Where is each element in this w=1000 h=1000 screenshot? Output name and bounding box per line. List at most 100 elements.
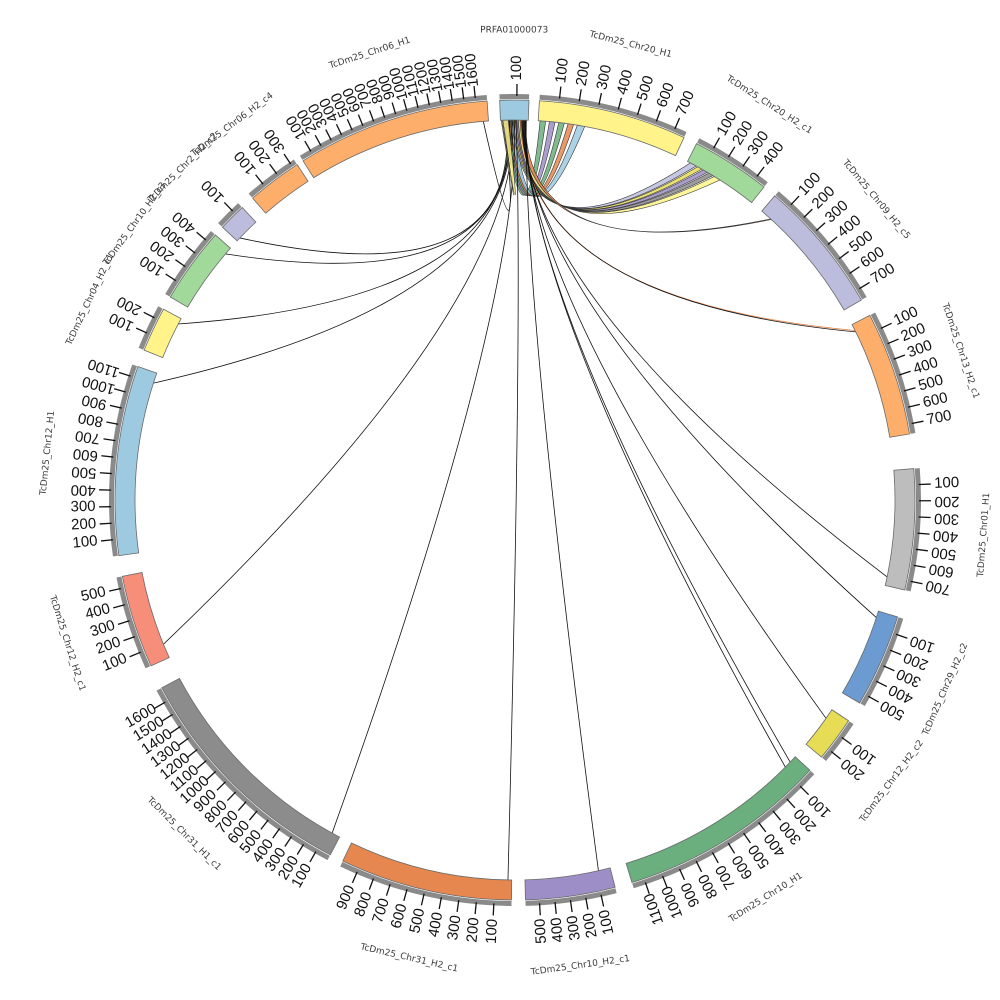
tick-mark — [727, 146, 736, 158]
segment-chr06h1 — [302, 100, 489, 179]
tick-mark — [380, 106, 386, 118]
tick-mark — [695, 860, 703, 873]
tick-label: 200 — [934, 493, 959, 510]
segment-chr31h2c1 — [342, 842, 513, 901]
segment-chr2h2c2 — [221, 206, 257, 242]
segment-chr09h2c5 — [761, 195, 862, 311]
tick-band-chr09h2c5 — [775, 191, 867, 300]
tick-mark — [403, 889, 408, 902]
segment-chr20h1 — [537, 100, 685, 157]
tick-mark — [269, 163, 278, 175]
tick-mark — [106, 421, 119, 425]
tick-label: 700 — [673, 88, 699, 118]
link-line-20 — [331, 119, 516, 834]
tick-band-chr10h2c1 — [525, 888, 617, 906]
tick-band-PRFA01000073 — [499, 94, 530, 100]
tick-mark — [437, 90, 442, 103]
tick-label: 300 — [70, 498, 95, 515]
tick-label: 800 — [77, 409, 105, 430]
tick-label: 300 — [444, 914, 464, 941]
tick-mark — [772, 810, 782, 821]
tick-mark — [585, 897, 589, 910]
tick-label: 300 — [934, 510, 960, 528]
tick-mark — [165, 273, 177, 282]
tick-mark — [402, 99, 408, 111]
tick-band-chr13h2c1 — [870, 312, 916, 434]
tick-band-chr12h2c2 — [822, 721, 854, 761]
tick-mark — [554, 901, 557, 915]
segment-label-chr31h2c1: TcDm25_Chr31_H2_c1 — [358, 942, 459, 974]
tick-mark — [908, 403, 921, 408]
tick-label: 400 — [911, 354, 940, 378]
segment-chr12h1 — [114, 365, 158, 557]
tick-mark — [304, 140, 312, 152]
tick-mark — [492, 903, 495, 916]
tick-mark — [368, 878, 375, 890]
segment-chr29h2c2 — [841, 610, 899, 704]
tick-mark — [913, 564, 926, 568]
tick-mark — [662, 875, 668, 888]
segment-label-chr20h1: TcDm25_Chr20_H1 — [587, 29, 673, 60]
tick-label: 400 — [932, 527, 958, 546]
tick-mark — [438, 897, 443, 910]
tick-band-chr12h2c1 — [116, 576, 151, 669]
tick-mark — [113, 388, 126, 393]
tick-label: 600 — [388, 902, 411, 931]
tick-mark — [117, 620, 130, 625]
segment-chr10h2c3 — [169, 234, 231, 308]
tick-mark — [154, 701, 166, 709]
tick-mark — [815, 222, 826, 232]
tick-mark — [223, 201, 234, 212]
tick-mark — [911, 420, 924, 425]
tick-label: 300 — [564, 914, 584, 941]
segment-chr04h2c1 — [143, 308, 182, 359]
tick-label: 400 — [425, 911, 446, 939]
link-line-21 — [163, 119, 514, 645]
tick-label: 700 — [924, 577, 952, 599]
segment-label-chr12h2c1: TcDm25_Chr12_H2_c1 — [47, 593, 87, 692]
segment-PRFA01000073 — [499, 99, 530, 121]
link-line-23 — [178, 120, 511, 325]
tick-mark — [803, 208, 813, 218]
tick-mark — [426, 93, 431, 106]
tick-mark — [461, 87, 465, 100]
tick-mark — [636, 103, 642, 116]
tick-label: 1600 — [462, 53, 482, 88]
segments-layer — [109, 94, 921, 906]
tick-mark — [598, 92, 603, 105]
tick-mark — [838, 251, 850, 260]
tick-label: 500 — [930, 543, 957, 563]
tick-mark — [100, 539, 114, 542]
tick-mark — [915, 548, 928, 552]
tick-label: 300 — [593, 63, 615, 91]
tick-mark — [113, 604, 125, 609]
segment-chr12h2c2 — [805, 709, 850, 758]
segment-label-PRFA01000073: PRFA01000073 — [480, 25, 548, 35]
link-line-22 — [153, 119, 512, 384]
link-line-17 — [525, 120, 786, 768]
tick-mark — [456, 899, 460, 913]
tick-label: 1200 — [411, 60, 435, 96]
tick-label: 200 — [463, 917, 482, 944]
tick-mark — [108, 587, 121, 592]
tick-mark — [255, 174, 264, 185]
tick-label: 400 — [548, 917, 567, 944]
tick-mark — [858, 281, 870, 290]
tick-mark — [123, 635, 136, 642]
tick-mark — [309, 851, 317, 863]
tick-label: 100 — [198, 176, 228, 206]
tick-mark — [743, 832, 751, 844]
tick-mark — [600, 894, 605, 907]
tick-mark — [391, 102, 397, 115]
tick-mark — [101, 455, 114, 458]
segment-label-chr12h1: TcDm25_Chr12_H1 — [39, 410, 58, 496]
tick-mark — [103, 438, 116, 442]
tick-mark — [827, 236, 838, 245]
segment-chr06h2c4 — [252, 163, 309, 214]
tick-mark — [756, 166, 765, 177]
tick-mark — [109, 404, 122, 409]
tick-band-chr12h1 — [109, 364, 138, 557]
tick-mark — [296, 843, 305, 855]
